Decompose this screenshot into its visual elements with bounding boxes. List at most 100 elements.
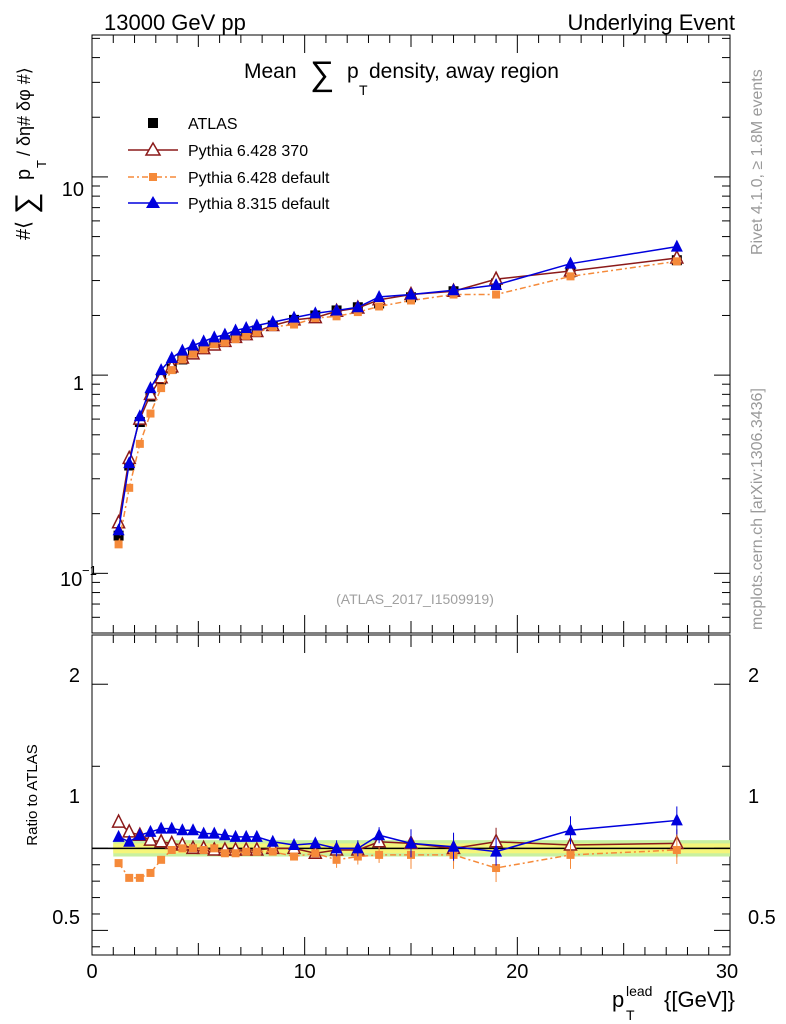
ratio-point-pythia-8-315-default xyxy=(330,841,343,854)
ratio-point-pythia-6-428-370 xyxy=(111,813,126,828)
xtick-label-30: 30 xyxy=(716,961,738,983)
main-point-pythia-6-428-default xyxy=(231,335,240,344)
ratio-ytick-label-2: 2 xyxy=(69,665,80,687)
legend-py6-default-marker xyxy=(149,173,157,181)
main-panel: Mean ∑ p T density, away region #⟨ ∑ p T… xyxy=(10,34,731,634)
main-point-pythia-6-428-default xyxy=(199,345,208,354)
main-point-pythia-6-428-default xyxy=(114,540,123,549)
main-point-pythia-6-428-default xyxy=(135,439,144,448)
ratio-point-pythia-6-428-default xyxy=(242,847,251,856)
ratio-point-pythia-8-315-default xyxy=(670,813,683,826)
main-point-pythia-8-315-default xyxy=(447,283,460,296)
ratio-point-pythia-8-315-default xyxy=(229,829,242,842)
main-point-pythia-6-428-default xyxy=(492,290,501,299)
legend-entry-py6-default: Pythia 6.428 default xyxy=(128,170,330,187)
main-point-pythia-8-315-default xyxy=(490,277,503,290)
main-ylabel: #⟨ ∑ p T / δη# δφ #⟩ xyxy=(10,67,49,240)
ratio-point-pythia-8-315-default xyxy=(288,838,301,851)
main-point-pythia-8-315-default xyxy=(123,456,136,469)
ratio-point-pythia-6-428-default xyxy=(135,873,144,882)
main-point-atlas xyxy=(113,530,124,541)
ratio-point-pythia-8-315-default xyxy=(490,844,503,857)
main-point-pythia-8-315-default xyxy=(564,256,577,269)
main-point-pythia-8-315-default xyxy=(229,323,242,336)
main-point-pythia-6-428-default xyxy=(167,366,176,375)
main-series-pythia-6-428-default xyxy=(114,257,681,549)
legend-atlas-label: ATLAS xyxy=(188,116,238,133)
main-point-pythia-6-428-default xyxy=(210,340,219,349)
ratio-point-pythia-6-428-default xyxy=(252,847,261,856)
ratio-point-pythia-6-428-default xyxy=(290,852,299,861)
main-point-pythia-8-315-default xyxy=(240,320,253,333)
main-point-pythia-8-315-default xyxy=(197,334,210,347)
xlabel-p: p xyxy=(612,987,624,1012)
legend-py8-label: Pythia 8.315 default xyxy=(188,196,330,213)
ratio-axis-ticks xyxy=(91,635,731,955)
main-point-pythia-6-428-default xyxy=(375,302,384,311)
ratio-point-pythia-8-315-default xyxy=(564,823,577,836)
ratio-point-pythia-8-315-default xyxy=(112,829,125,842)
ratio-point-pythia-6-428-default xyxy=(114,859,123,868)
main-ytick-exp: −1 xyxy=(82,563,97,578)
ratio-ytick-label-right-1: 1 xyxy=(748,786,759,808)
main-point-pythia-8-315-default xyxy=(176,343,189,356)
main-point-pythia-6-428-default xyxy=(566,272,575,281)
legend-py6-370-label: Pythia 6.428 370 xyxy=(188,143,308,160)
ratio-series-pythia-6-428-default xyxy=(114,835,681,883)
main-point-pythia-8-315-default xyxy=(330,303,343,316)
legend-py6-default-label: Pythia 6.428 default xyxy=(188,170,330,187)
header-right: Underlying Event xyxy=(567,10,735,35)
main-series-pythia-8-315-default xyxy=(112,239,683,536)
main-line-pythia-6-428-default xyxy=(117,260,677,545)
legend-py8-marker xyxy=(146,196,160,208)
main-title-sub: T xyxy=(359,82,368,98)
main-series-atlas xyxy=(113,255,682,541)
ratio-point-pythia-6-428-default xyxy=(167,845,176,854)
ratio-series-pythia-8-315-default xyxy=(112,806,683,866)
main-title-suffix: density, away region xyxy=(369,60,559,83)
ratio-point-pythia-6-428-default xyxy=(210,844,219,853)
main-point-pythia-8-315-default xyxy=(218,327,231,340)
main-point-pythia-6-428-default xyxy=(220,338,229,347)
main-ylabel-p: p xyxy=(13,169,35,180)
ratio-point-pythia-6-428-default xyxy=(353,852,362,861)
ratio-point-pythia-6-428-default xyxy=(311,849,320,858)
ratio-point-pythia-8-315-default xyxy=(197,826,210,839)
ratio-point-pythia-8-315-default xyxy=(250,829,263,842)
xlabel-sup: lead xyxy=(626,983,652,999)
ratio-point-pythia-8-315-default xyxy=(133,828,146,841)
ratio-panel: Ratio to ATLAS 0.5 1 2 0.5 1 2 0 10 20 3… xyxy=(24,634,776,1023)
main-point-pythia-8-315-default xyxy=(405,287,417,300)
main-point-pythia-6-428-370 xyxy=(153,369,169,384)
main-point-pythia-6-428-default xyxy=(290,320,299,329)
xtick-label-0: 0 xyxy=(86,961,97,983)
main-point-pythia-8-315-default xyxy=(373,289,386,302)
xtick-label-20: 20 xyxy=(506,961,528,983)
main-point-pythia-6-428-default xyxy=(157,384,166,393)
ratio-point-pythia-8-315-default xyxy=(373,828,386,841)
ratio-point-pythia-8-315-default xyxy=(144,824,157,837)
main-ytick-label-10: 10 xyxy=(62,179,84,201)
main-point-pythia-8-315-default xyxy=(351,300,364,313)
main-point-pythia-8-315-default xyxy=(208,330,221,343)
main-point-pythia-8-315-default xyxy=(155,363,168,376)
ratio-point-pythia-8-315-default xyxy=(309,836,322,849)
ratio-point-pythia-8-315-default xyxy=(165,821,178,834)
ratio-point-pythia-6-428-370 xyxy=(143,831,158,846)
ratio-point-pythia-6-428-default xyxy=(231,849,240,858)
main-point-pythia-8-315-default xyxy=(670,239,683,252)
main-ytick-base: 10 xyxy=(60,569,82,591)
main-point-pythia-6-428-default xyxy=(242,331,251,340)
main-point-pythia-6-428-default xyxy=(125,483,134,492)
main-point-pythia-6-428-default xyxy=(178,355,187,364)
ratio-point-pythia-8-315-default xyxy=(447,839,460,852)
ratio-point-pythia-6-428-default xyxy=(146,868,155,877)
ratio-point-pythia-6-428-default xyxy=(492,864,501,873)
main-ylabel-sub: T xyxy=(34,160,49,168)
ratio-point-pythia-6-428-default xyxy=(157,855,166,864)
ratio-point-pythia-8-315-default xyxy=(351,841,364,854)
main-series-pythia-6-428-370 xyxy=(111,249,685,529)
ratio-point-pythia-6-428-default xyxy=(268,847,277,856)
main-point-pythia-6-428-default xyxy=(189,349,198,358)
